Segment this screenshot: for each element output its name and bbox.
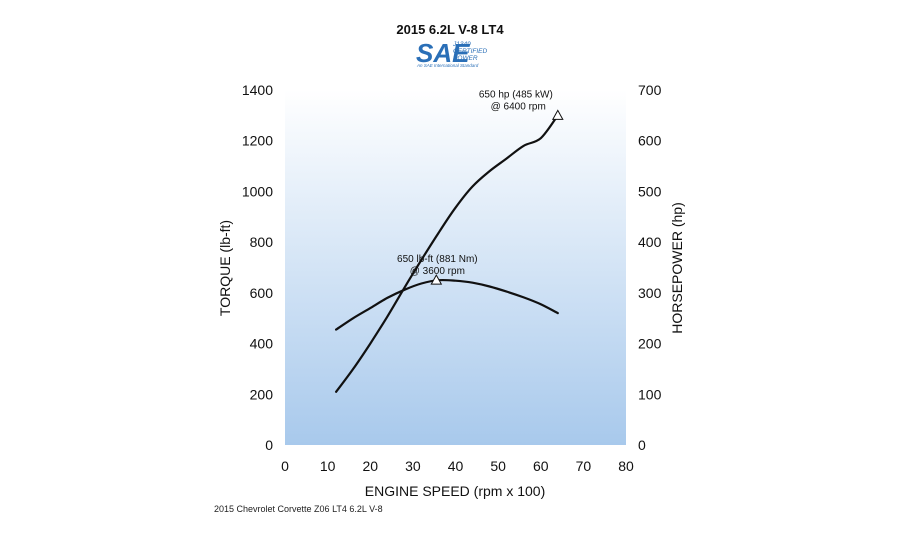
left-tick-label: 1400	[242, 82, 273, 98]
right-tick-label: 0	[638, 437, 646, 453]
left-tick-label: 400	[250, 336, 274, 352]
horsepower-line	[335, 114, 559, 393]
chart-title: 2015 6.2L V-8 LT4	[396, 22, 504, 37]
torque-line	[335, 278, 559, 331]
right-tick-label: 600	[638, 133, 662, 149]
x-tick-label: 50	[490, 458, 506, 474]
left-tick-label: 1000	[242, 183, 273, 199]
sae-logo-line4: An SAE International Standard	[416, 63, 479, 68]
right-tick-label: 500	[638, 183, 662, 199]
right-axis-ticks: 0 100 200 300 400 500 600 700	[638, 82, 662, 453]
x-tick-label: 40	[448, 458, 464, 474]
x-tick-label: 30	[405, 458, 421, 474]
x-tick-label: 70	[576, 458, 592, 474]
sae-logo: SAE J1349 CERTIFIED POWER An SAE Interna…	[416, 38, 487, 68]
peak-annotation-line1: 650 lb-ft (881 Nm)	[397, 254, 478, 265]
sae-logo-line1: J1349	[452, 41, 471, 48]
left-axis-label: TORQUE (lb-ft)	[217, 220, 233, 316]
x-tick-label: 20	[362, 458, 378, 474]
sae-logo-line2: CERTIFIED	[453, 48, 487, 55]
annotations-group: 650 lb-ft (881 Nm)@ 3600 rpm 650 hp (485 …	[397, 89, 564, 285]
right-tick-label: 400	[638, 234, 662, 250]
sae-logo-mark: SAE	[416, 38, 470, 68]
peak-annotation-line2: @ 3600 rpm	[410, 266, 465, 277]
x-tick-label: 10	[320, 458, 336, 474]
left-axis-ticks: 0 200 400 600 800 1000 1200 1400	[242, 82, 273, 453]
left-tick-label: 800	[250, 234, 274, 250]
right-tick-label: 200	[638, 336, 662, 352]
left-tick-label: 0	[265, 437, 273, 453]
x-tick-label: 80	[618, 458, 634, 474]
peak-annotation-line2: @ 6400 rpm	[491, 101, 546, 112]
peak-marker	[551, 109, 564, 120]
right-tick-label: 700	[638, 82, 662, 98]
footnote: 2015 Chevrolet Corvette Z06 LT4 6.2L V-8	[214, 504, 383, 514]
peak-annotation-line1: 650 hp (485 kW)	[479, 89, 553, 100]
left-tick-label: 600	[250, 285, 274, 301]
x-axis-label: ENGINE SPEED (rpm x 100)	[365, 483, 546, 499]
right-tick-label: 100	[638, 386, 662, 402]
right-tick-label: 300	[638, 285, 662, 301]
peak-marker	[430, 274, 443, 285]
series-group	[335, 114, 559, 393]
x-tick-label: 60	[533, 458, 549, 474]
sae-logo-line3: POWER	[453, 55, 478, 62]
left-tick-label: 1200	[242, 133, 273, 149]
left-tick-label: 200	[250, 386, 274, 402]
right-axis-label: HORSEPOWER (hp)	[669, 202, 685, 333]
x-axis-ticks: 0 10 20 30 40 50 60 70 80	[281, 458, 634, 474]
x-tick-label: 0	[281, 458, 289, 474]
